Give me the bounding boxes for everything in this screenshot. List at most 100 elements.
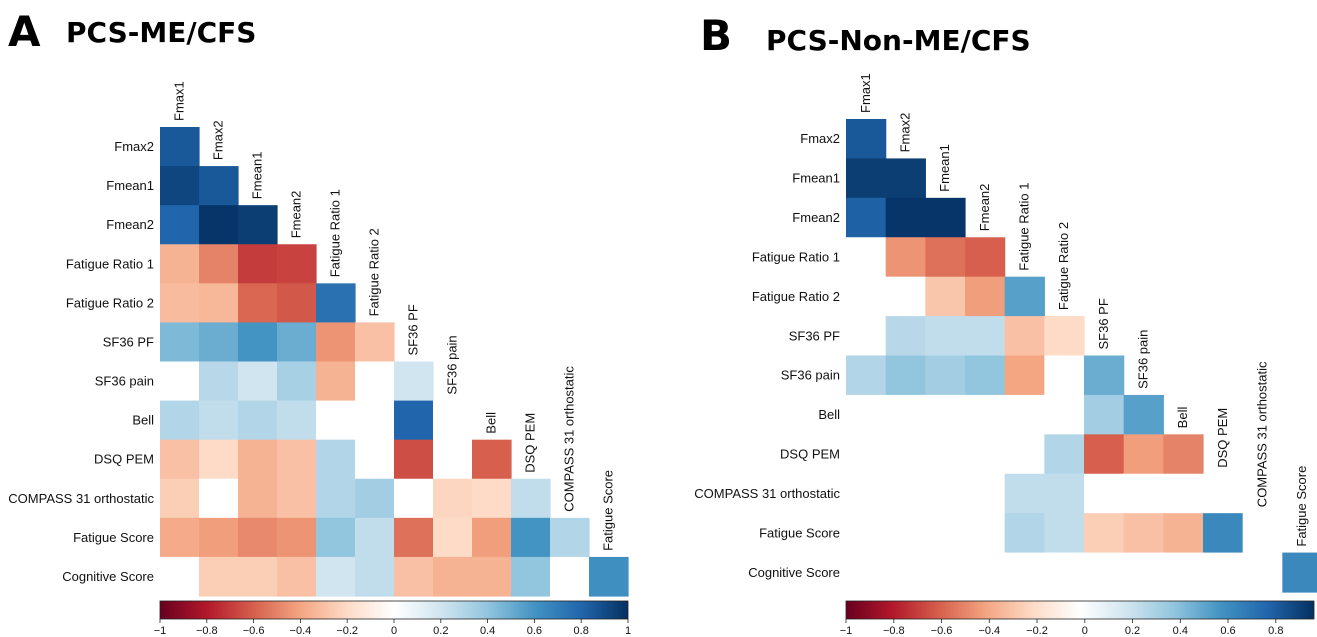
heatmap-cell-b-r10-c5 xyxy=(1044,473,1085,514)
colorbar-tick-label-a-6: 0.2 xyxy=(433,625,448,637)
col-label-a-7: SF36 pain xyxy=(445,335,460,394)
heatmap-cell-a-r10-c1 xyxy=(199,478,239,519)
row-label-b-8: Bell xyxy=(818,407,840,422)
colorbar-tick-label-a-2: −0.6 xyxy=(243,625,265,637)
col-label-a-9: DSQ PEM xyxy=(523,413,538,473)
heatmap-cell-a-r9-c4 xyxy=(316,439,356,480)
heatmap-cell-b-r12-c6 xyxy=(1084,552,1125,593)
heatmap-cell-a-r12-c10 xyxy=(550,556,590,597)
row-label-b-9: DSQ PEM xyxy=(780,447,840,462)
heatmap-cell-a-r11-c1 xyxy=(199,517,239,558)
heatmap-cell-a-r6-c3 xyxy=(277,322,317,363)
heatmap-cell-a-r2-c1 xyxy=(199,166,239,206)
heatmap-cell-b-r11-c8 xyxy=(1163,513,1204,554)
heatmap-cell-b-r12-c1 xyxy=(885,552,926,593)
heatmap-cell-a-r9-c6 xyxy=(394,439,434,480)
heatmap-cell-b-r11-c7 xyxy=(1123,513,1164,554)
heatmap-cell-b-r8-c2 xyxy=(925,394,966,435)
row-label-a-2: Fmean1 xyxy=(106,178,154,193)
heatmap-cell-a-r5-c3 xyxy=(277,283,317,324)
heatmap-cell-b-r7-c6 xyxy=(1084,355,1125,396)
col-label-b-11: Fatigue Score xyxy=(1294,466,1309,547)
row-label-a-7: SF36 pain xyxy=(95,374,154,389)
heatmap-cell-a-r7-c4 xyxy=(316,361,356,402)
heatmap-cell-b-r8-c3 xyxy=(965,394,1006,435)
heatmap-cell-b-r10-c6 xyxy=(1084,473,1125,514)
colorbar-tick-label-a-10: 1 xyxy=(625,625,631,637)
heatmap-cell-a-r6-c1 xyxy=(199,322,239,363)
heatmap-cell-a-r9-c7 xyxy=(433,439,473,480)
heatmap-cell-a-r3-c1 xyxy=(199,205,239,245)
heatmap-cell-b-r12-c2 xyxy=(925,552,966,593)
heatmap-cell-a-r11-c4 xyxy=(316,517,356,558)
heatmap-cell-a-r12-c3 xyxy=(277,556,317,597)
colorbar-tick-label-b-6: 0.2 xyxy=(1125,625,1140,637)
row-label-a-8: Bell xyxy=(132,413,154,428)
heatmap-cell-b-r10-c3 xyxy=(965,473,1006,514)
heatmap-cell-b-r6-c3 xyxy=(965,316,1006,357)
panel-a-row-labels: Fmax2 Fmean1 Fmean2 Fatigue Ratio 1 Fatigue … xyxy=(8,139,154,584)
heatmap-cell-b-r5-c4 xyxy=(1004,276,1045,317)
heatmap-cell-b-r8-c6 xyxy=(1084,394,1125,435)
heatmap-cell-a-r10-c3 xyxy=(277,478,317,519)
colorbar-tick-label-b-3: −0.4 xyxy=(978,625,1000,637)
heatmap-cell-b-r4-c2 xyxy=(925,237,966,278)
heatmap-cell-a-r11-c6 xyxy=(394,517,434,558)
col-label-a-1: Fmax2 xyxy=(211,120,226,160)
heatmap-cell-b-r6-c5 xyxy=(1044,316,1085,357)
heatmap-cell-a-r11-c9 xyxy=(511,517,551,558)
row-label-b-11: Fatigue Score xyxy=(759,525,840,540)
row-label-b-1: Fmax2 xyxy=(800,131,840,146)
panel-a-title: PCS-ME/CFS xyxy=(66,16,256,49)
heatmap-cell-a-r4-c3 xyxy=(277,244,317,284)
col-label-a-3: Fmean2 xyxy=(289,191,304,239)
heatmap-cell-b-r7-c5 xyxy=(1044,355,1085,396)
row-label-a-12: Cognitive Score xyxy=(62,569,154,584)
row-label-a-10: COMPASS 31 orthostatic xyxy=(8,491,154,506)
heatmap-cell-b-r8-c4 xyxy=(1004,394,1045,435)
heatmap-cell-a-r10-c5 xyxy=(355,478,395,519)
row-label-a-3: Fmean2 xyxy=(106,217,154,232)
heatmap-cell-b-r3-c1 xyxy=(885,197,926,238)
heatmap-cell-b-r10-c8 xyxy=(1163,473,1204,514)
heatmap-cell-a-r10-c8 xyxy=(472,478,512,519)
heatmap-cell-a-r11-c0 xyxy=(160,517,200,558)
heatmap-cell-b-r8-c7 xyxy=(1123,394,1164,435)
heatmap-cell-b-r12-c11 xyxy=(1282,552,1317,593)
colorbar-tick-label-b-2: −0.6 xyxy=(931,625,953,637)
heatmap-cell-a-r11-c3 xyxy=(277,517,317,558)
colorbar-tick-label-b-7: 0.4 xyxy=(1173,625,1188,637)
heatmap-cell-a-r8-c4 xyxy=(316,400,356,441)
colorbar-gradient-a xyxy=(159,600,629,620)
heatmap-cell-b-r7-c1 xyxy=(885,355,926,396)
heatmap-cell-b-r7-c3 xyxy=(965,355,1006,396)
heatmap-cell-a-r11-c10 xyxy=(550,517,590,558)
heatmap-cell-b-r9-c5 xyxy=(1044,434,1085,475)
heatmap-cell-b-r11-c6 xyxy=(1084,513,1125,554)
row-label-a-11: Fatigue Score xyxy=(73,530,154,545)
heatmap-cell-b-r10-c0 xyxy=(846,473,887,514)
heatmap-cell-b-r7-c2 xyxy=(925,355,966,396)
heatmap-cell-a-r8-c5 xyxy=(355,400,395,441)
heatmap-cell-b-r11-c1 xyxy=(885,513,926,554)
heatmap-cell-b-r1-c0 xyxy=(846,119,887,160)
heatmap-cell-b-r11-c3 xyxy=(965,513,1006,554)
heatmap-cell-a-r12-c11 xyxy=(589,556,629,597)
heatmap-cell-a-r9-c2 xyxy=(238,439,278,480)
heatmap-cell-a-r10-c6 xyxy=(394,478,434,519)
colorbar-gradient-b xyxy=(845,600,1315,620)
heatmap-cell-b-r6-c1 xyxy=(885,316,926,357)
heatmap-cell-b-r11-c4 xyxy=(1004,513,1045,554)
col-label-b-9: DSQ PEM xyxy=(1215,408,1230,468)
col-label-b-8: Bell xyxy=(1175,407,1190,429)
heatmap-cell-a-r12-c2 xyxy=(238,556,278,597)
colorbar-tick-label-a-7: 0.4 xyxy=(480,625,495,637)
heatmap-cell-a-r4-c1 xyxy=(199,244,239,284)
heatmap-cell-b-r10-c1 xyxy=(885,473,926,514)
heatmap-cell-b-r4-c0 xyxy=(846,237,887,278)
row-label-b-6: SF36 PF xyxy=(789,328,840,343)
colorbar-tick-label-a-5: 0 xyxy=(391,625,397,637)
heatmap-cell-b-r4-c3 xyxy=(965,237,1006,278)
row-label-b-5: Fatigue Ratio 2 xyxy=(752,289,840,304)
